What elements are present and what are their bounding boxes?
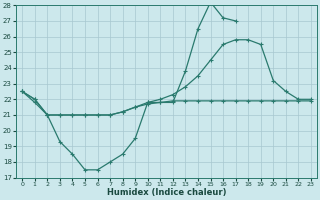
X-axis label: Humidex (Indice chaleur): Humidex (Indice chaleur)	[107, 188, 226, 197]
